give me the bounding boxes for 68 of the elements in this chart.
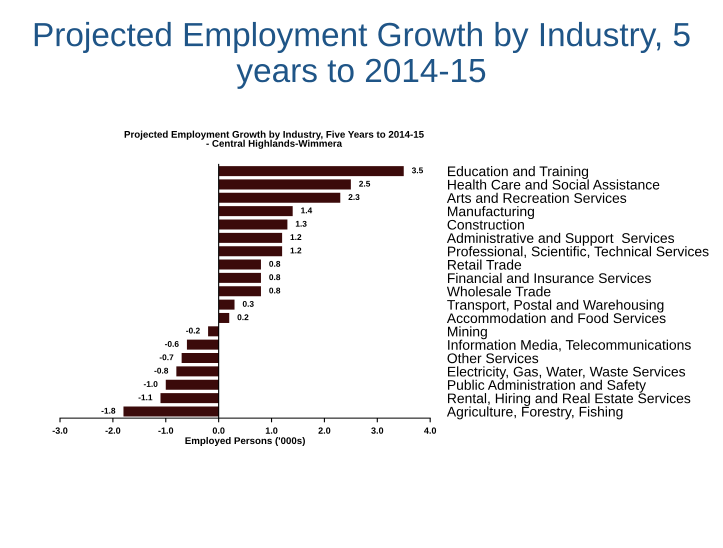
bar (186, 340, 219, 350)
data-label: -1.0 (144, 381, 158, 387)
data-label: 3.5 (412, 167, 424, 174)
x-tick-label: -1.0 (158, 427, 174, 434)
data-label: -0.2 (186, 328, 200, 334)
bar (208, 326, 219, 336)
data-label: 1.2 (290, 248, 302, 254)
data-label: 1.2 (290, 234, 302, 240)
bar (218, 192, 340, 203)
x-tick-label: 0.0 (212, 427, 225, 434)
data-label: 2.3 (348, 194, 360, 200)
y-tick-label: Health Care and Social Assistance (448, 179, 660, 190)
data-label: 0.2 (237, 314, 248, 320)
data-label: -0.6 (164, 341, 179, 347)
chart-title: Projected Employment Growth by Industry, 5 years to 2014-15 (34, 22, 690, 89)
x-tick-label: 4.0 (424, 427, 436, 434)
y-tick-label: Arts and Recreation Services (446, 192, 626, 203)
x-tick-label: -3.0 (52, 427, 68, 434)
y-tick-label: Electricity, Gas, Water, Waste Services (448, 366, 686, 380)
y-tick-label: Retail Trade (448, 260, 522, 270)
y-tick-label: Manufacturing (448, 206, 534, 220)
bar (218, 286, 261, 296)
bar (123, 406, 219, 416)
bar (218, 246, 282, 256)
y-tick-label: Transport, Postal and Warehousing (447, 300, 664, 313)
bar (182, 353, 219, 364)
y-tick-label: Rental, Hiring and Real Estate Services (448, 393, 690, 406)
y-tick-label: Accommodation and Food Services (446, 312, 666, 324)
y-tick-label: Agriculture, Forestry, Fishing (446, 406, 622, 420)
bar (218, 179, 351, 190)
y-tick-label: Professional, Scientific, Technical Services (448, 246, 709, 258)
bar (218, 312, 230, 323)
data-label: -1.1 (138, 394, 152, 400)
y-tick-label: Education and Training (448, 166, 588, 179)
bar (218, 232, 282, 243)
data-label: 1.3 (296, 220, 307, 227)
x-axis-title: Employed Persons ('000s) (185, 436, 305, 446)
y-tick-label: Mining (448, 326, 487, 340)
data-label: 2.5 (359, 180, 370, 187)
y-tick-label: Financial and Insurance Services (448, 272, 651, 284)
bar (218, 219, 288, 230)
bar (218, 206, 293, 216)
data-label: 0.8 (269, 260, 280, 267)
x-tick-label: -2.0 (105, 427, 120, 434)
data-label: 0.8 (269, 288, 280, 294)
y-tick-label: Other Services (448, 353, 538, 364)
bar (218, 260, 261, 270)
chart-subtitle: Projected Employment Growth by Industry, Five Years to 2014-15 - Central Highlands-Wimmera (124, 130, 424, 149)
data-label: 0.8 (269, 274, 280, 280)
bar (160, 393, 219, 404)
y-tick-label: Public Administration and Safety (448, 380, 646, 393)
y-tick-label: Construction (448, 219, 524, 230)
bar (176, 366, 219, 376)
bar (218, 166, 404, 176)
bar (218, 272, 261, 283)
data-label: -1.8 (102, 408, 116, 414)
data-label: -0.8 (154, 368, 168, 374)
x-tick-label: 3.0 (371, 427, 384, 434)
bar (218, 300, 235, 310)
y-tick-label: Information Media, Telecommunications (448, 340, 691, 352)
x-tick-label: 1.0 (266, 427, 278, 434)
data-label: -0.7 (160, 354, 174, 360)
bar (166, 380, 219, 390)
data-label: 0.3 (242, 300, 254, 307)
x-tick-label: 2.0 (318, 427, 330, 434)
y-tick-label: Administrative and Support Services (446, 232, 674, 246)
data-label: 1.4 (301, 208, 312, 214)
y-tick-label: Wholesale Trade (446, 286, 550, 296)
